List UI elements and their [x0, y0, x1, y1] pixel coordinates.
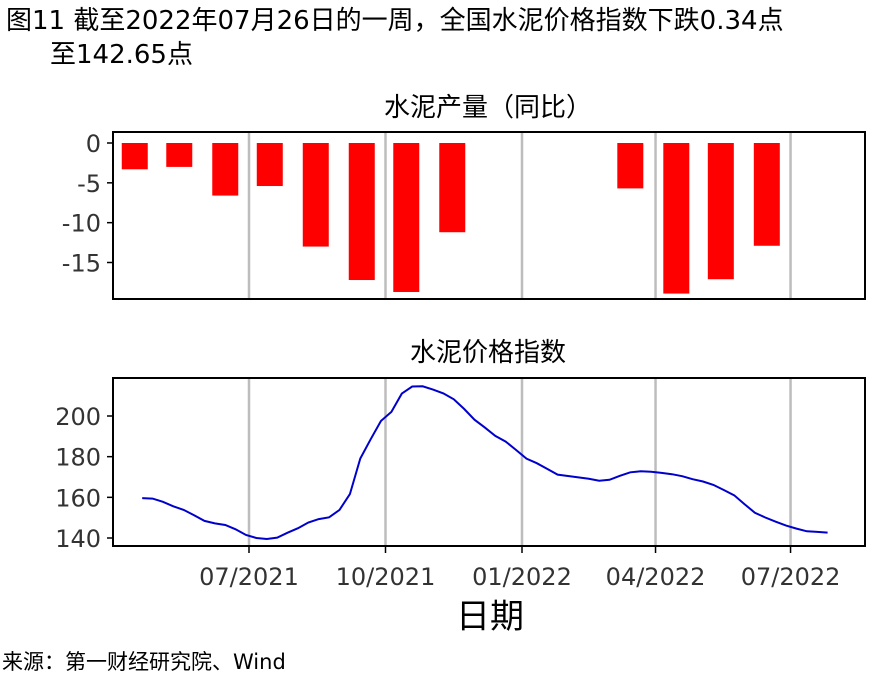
- panel2-ytick-label: 160: [55, 484, 101, 512]
- panel1-title: 水泥产量（同比）: [384, 93, 592, 123]
- bar-2021-08: [302, 143, 329, 247]
- panel1-bars: [121, 143, 780, 294]
- panel1-frame: [112, 131, 866, 300]
- bar-2022-06: [753, 143, 780, 246]
- bar-2021-04: [121, 143, 148, 170]
- panel1-ytick-label: -10: [62, 210, 101, 238]
- panel1-ytick-label: -5: [77, 170, 101, 198]
- panel1-ytick-label: 0: [86, 130, 101, 158]
- panel2-grid: [247, 378, 792, 546]
- panel2-price-line: [142, 385, 828, 541]
- panel2-ytick-label: 180: [55, 444, 101, 472]
- panel2-xtick-label: 07/2021: [199, 563, 299, 591]
- bar-2021-10: [393, 143, 420, 292]
- bar-2021-09: [348, 143, 375, 281]
- bar-2021-06: [212, 143, 239, 196]
- bar-2022-03: [617, 143, 644, 189]
- panel1-y-axis: 0 -5 -10 -15: [62, 130, 113, 278]
- panel2-xtick-label: 07/2022: [741, 563, 841, 591]
- panel2-title: 水泥价格指数: [410, 338, 566, 368]
- panel1-ytick-label: -15: [62, 250, 101, 278]
- bar-2021-07: [256, 143, 283, 187]
- panel1-grid: [247, 132, 792, 299]
- bar-2022-05: [707, 143, 734, 280]
- panel2-xtick-label: 10/2021: [336, 563, 436, 591]
- figure-title-line2: 至142.65点: [50, 40, 193, 70]
- panel2-x-axis: 07/2021 10/2021 01/2022 04/2022 07/2022: [199, 546, 840, 591]
- bar-2021-05: [166, 143, 193, 167]
- panel2-xtick-label: 01/2022: [472, 563, 572, 591]
- figure-title-line1: 图11 截至2022年07月26日的一周，全国水泥价格指数下跌0.34点: [6, 6, 784, 36]
- panel2-xtick-label: 04/2022: [606, 563, 706, 591]
- figure-title: 图11 截至2022年07月26日的一周，全国水泥价格指数下跌0.34点 至14…: [6, 4, 881, 72]
- bar-2021-11: [439, 143, 466, 233]
- bar-2022-04: [663, 143, 690, 294]
- panel2-y-axis: 140 160 180 200: [55, 403, 113, 553]
- source-note: 来源：第一财经研究院、Wind: [2, 650, 286, 674]
- panel2-ytick-label: 140: [55, 525, 101, 553]
- panel2-frame: [112, 377, 866, 547]
- panel2-ytick-label: 200: [55, 403, 101, 431]
- x-axis-label: 日期: [456, 597, 524, 637]
